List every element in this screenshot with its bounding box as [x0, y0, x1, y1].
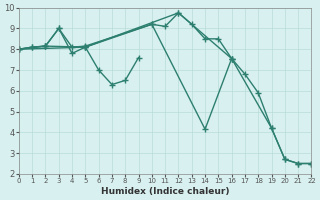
X-axis label: Humidex (Indice chaleur): Humidex (Indice chaleur): [101, 187, 229, 196]
